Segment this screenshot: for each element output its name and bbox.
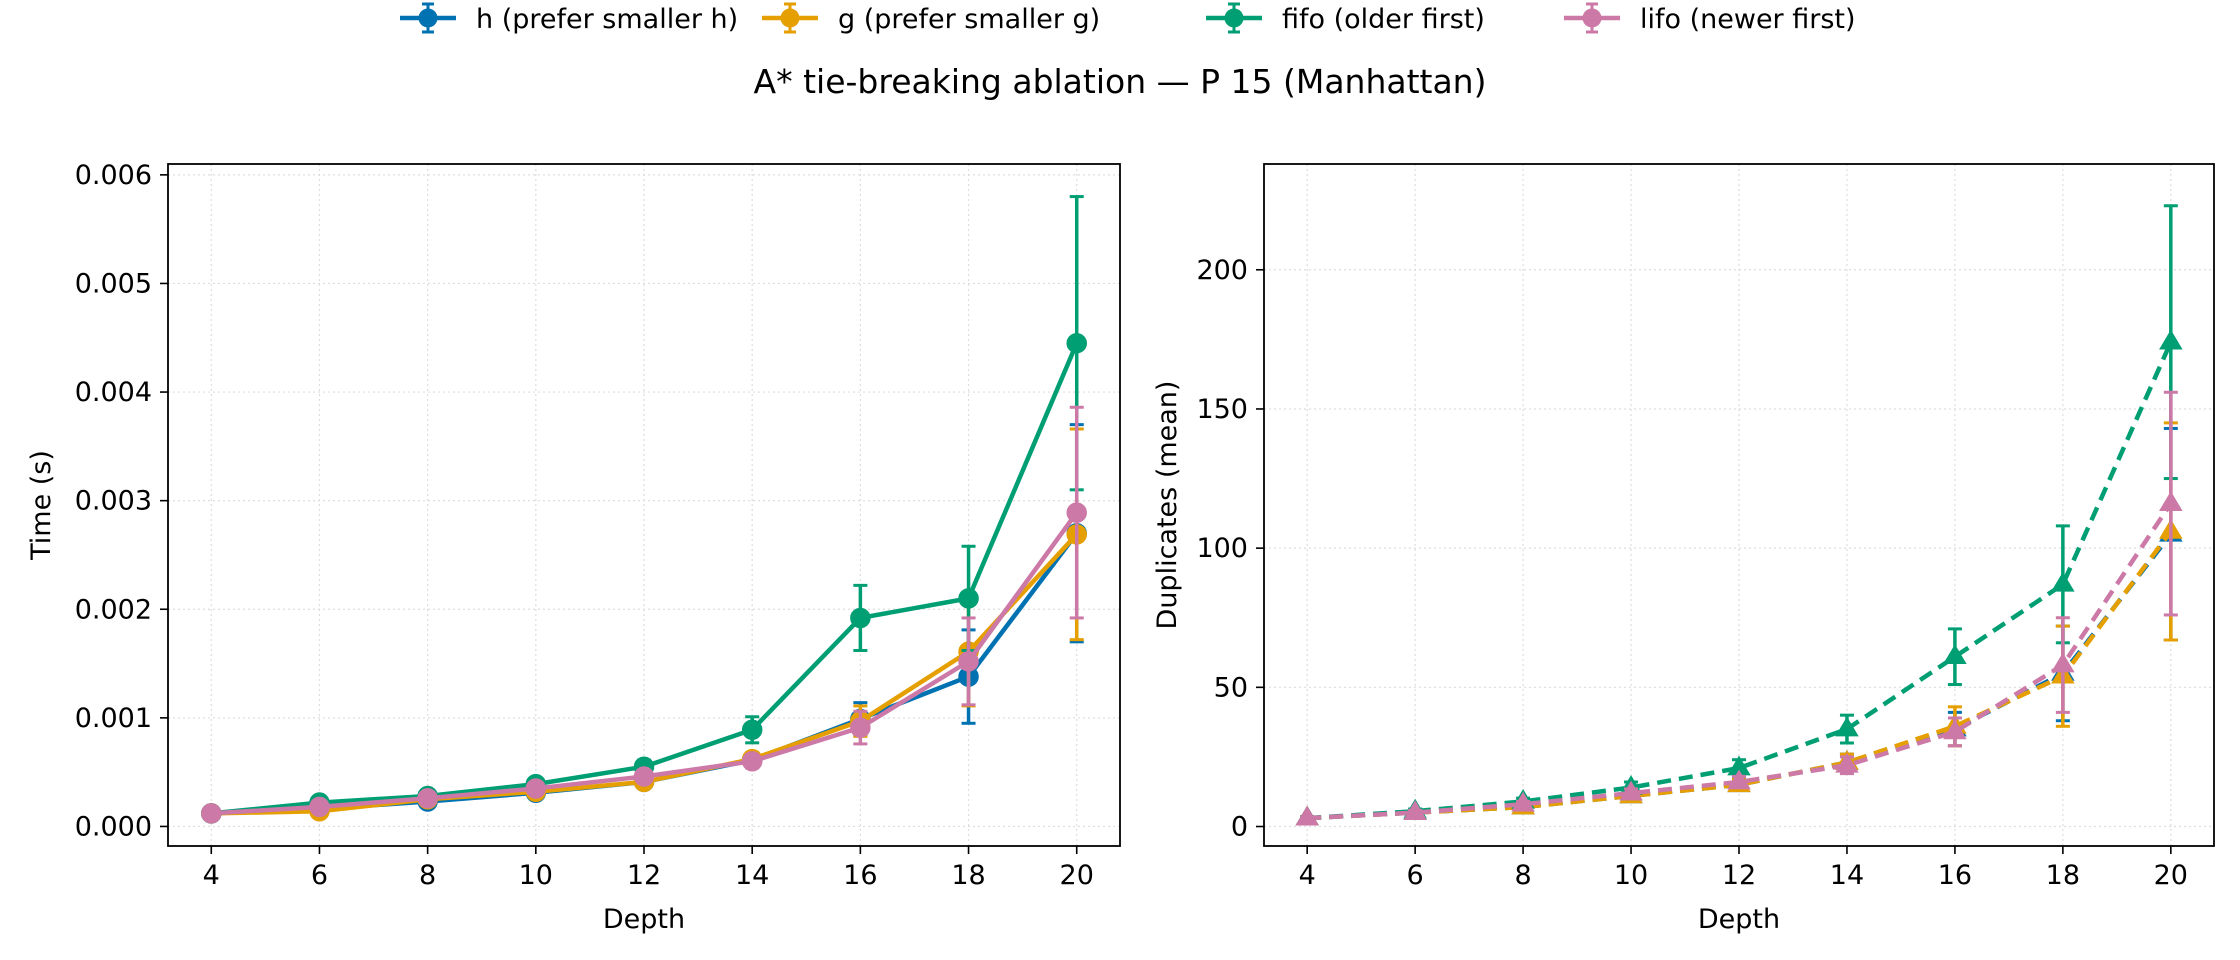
x-tick-label: 18 (951, 860, 985, 891)
data-point (2159, 491, 2183, 511)
legend: h (prefer smaller h) g (prefer smaller g)… (400, 2, 1856, 35)
legend-marker (780, 8, 800, 28)
data-point (2051, 571, 2075, 592)
data-point (525, 778, 547, 799)
data-point (850, 717, 871, 738)
data-point (1066, 502, 1087, 523)
legend-item-h-prefer-smaller-h: h (prefer smaller h) (400, 2, 738, 35)
data-point (1066, 332, 1087, 354)
grid (168, 164, 1120, 846)
y-axis-label: Time (s) (26, 450, 57, 561)
x-tick-label: 14 (1830, 860, 1864, 891)
data-point (1295, 805, 1319, 826)
data-point (850, 607, 871, 629)
x-ticks: 4 6 8 10 12 14 16 18 20 (203, 846, 1094, 891)
x-tick-label: 4 (203, 860, 220, 891)
data-point (741, 751, 763, 772)
x-tick-label: 16 (843, 860, 877, 891)
y-tick-label: 200 (1196, 255, 1248, 286)
y-axis-label: Duplicates (mean) (1152, 381, 1183, 630)
data-point (741, 719, 763, 741)
time-panel: 4 6 8 10 12 14 16 18 20 0.000 0.001 0.002 0.003 0.004… (26, 160, 1121, 935)
x-ticks: 4 6 8 10 12 14 16 18 20 (1299, 846, 2188, 891)
y-tick-label: 150 (1196, 394, 1248, 425)
data-point (1835, 752, 1859, 773)
grid (1264, 164, 2214, 846)
legend-marker (418, 8, 438, 28)
x-axis-label: Depth (1698, 904, 1780, 935)
data-point (201, 803, 222, 824)
duplicates-panel: 4 6 8 10 12 14 16 18 20050100150200DepthDuplicat… (1152, 163, 2215, 935)
x-tick-label: 14 (735, 860, 769, 891)
data-point (2159, 329, 2183, 350)
data-point (1835, 716, 1859, 737)
y-tick-label: 0.003 (75, 486, 152, 517)
y-tick-label: 0.001 (75, 703, 152, 734)
legend-marker (1224, 8, 1244, 28)
x-tick-label: 18 (2046, 860, 2080, 891)
x-tick-label: 16 (1938, 860, 1972, 891)
data-point (1619, 780, 1643, 801)
x-tick-label: 6 (311, 860, 328, 891)
data-point (1511, 791, 1535, 812)
legend-marker (1582, 8, 1602, 28)
data-point (1943, 719, 1967, 740)
y-ticks: 0 50 100 150 200 (1196, 255, 1264, 843)
data-point (958, 588, 979, 609)
data-point (417, 787, 438, 809)
figure-title: A* tie-breaking ablation — P 15 (Manhatt… (754, 62, 1487, 101)
x-tick-label: 20 (1060, 860, 1094, 891)
data-point (309, 796, 330, 818)
x-tick-label: 10 (519, 860, 553, 891)
data-point (958, 651, 979, 672)
legend-label: fifo (older first) (1282, 4, 1485, 35)
data-point (2051, 652, 2075, 673)
x-tick-label: 4 (1299, 860, 1316, 891)
data-point (1943, 644, 1967, 665)
series-line (1307, 502, 2173, 821)
data-point (1727, 769, 1751, 790)
legend-label: lifo (newer first) (1640, 4, 1856, 35)
y-tick-label: 0.006 (75, 160, 152, 191)
y-tick-label: 0.000 (75, 811, 152, 842)
x-tick-label: 20 (2154, 860, 2188, 891)
data-point (1403, 800, 1427, 820)
x-tick-label: 12 (627, 860, 661, 891)
series-line (211, 342, 1079, 816)
legend-item-fifo-older-first: fifo (older first) (1206, 2, 1485, 35)
y-tick-label: 0.004 (75, 377, 152, 408)
x-tick-label: 8 (1514, 860, 1531, 891)
x-tick-label: 6 (1407, 860, 1424, 891)
x-tick-label: 12 (1722, 860, 1756, 891)
x-axis-label: Depth (603, 904, 685, 935)
data-point (633, 766, 655, 787)
y-tick-label: 0 (1231, 812, 1248, 843)
series-lifo-newer-first (1295, 390, 2183, 826)
legend-item-g-prefer-smaller-g: g (prefer smaller g) (762, 2, 1100, 35)
legend-label: h (prefer smaller h) (476, 4, 738, 35)
series-lifo-newer-first (201, 405, 1087, 824)
y-tick-label: 0.002 (75, 594, 152, 625)
y-ticks: 0.000 0.001 0.002 0.003 0.004 0.005 0.006 (75, 160, 168, 842)
x-tick-label: 10 (1614, 860, 1648, 891)
legend-label: g (prefer smaller g) (838, 4, 1100, 35)
y-tick-label: 0.005 (75, 268, 152, 299)
legend-item-lifo-newer-first: lifo (newer first) (1564, 2, 1856, 35)
x-tick-label: 8 (419, 860, 436, 891)
y-tick-label: 50 (1214, 672, 1248, 703)
y-tick-label: 100 (1196, 533, 1248, 564)
